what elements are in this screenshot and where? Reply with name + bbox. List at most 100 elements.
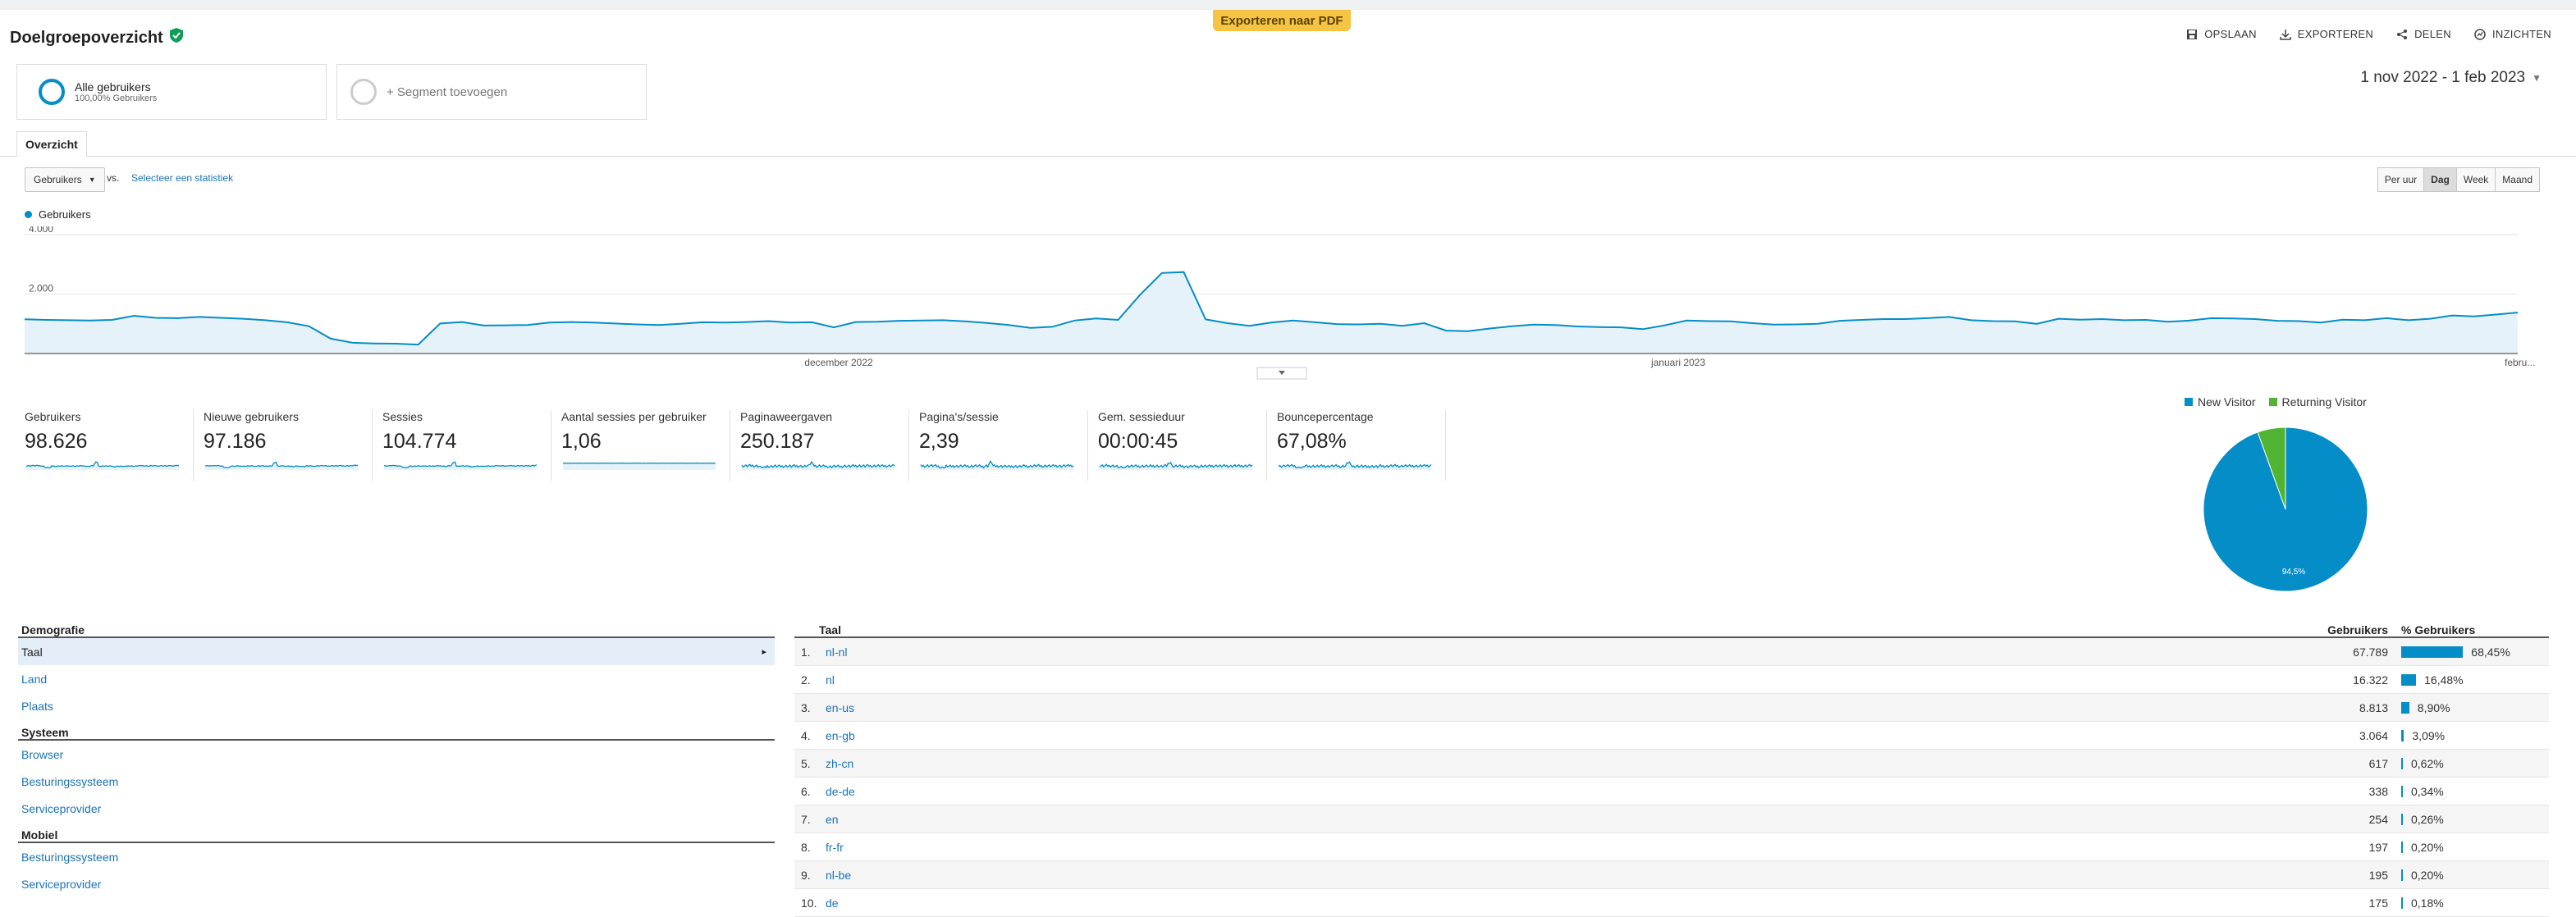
row-pct-text: 0,26% [2411, 812, 2444, 826]
sparkline [204, 461, 359, 470]
row-users: 8.813 [2359, 700, 2388, 714]
segment-name: Alle gebruikers [75, 80, 151, 94]
row-pct-bar [2401, 869, 2403, 881]
summary-metric[interactable]: Pagina's/sessie 2,39 [919, 410, 1088, 481]
sparkline-line [25, 461, 180, 468]
row-users: 67.789 [2353, 645, 2388, 659]
row-language-link[interactable]: nl-nl [826, 645, 848, 659]
empty-segment-ring-icon [350, 79, 377, 105]
date-range-picker[interactable]: 1 nov 2022 - 1 feb 2023 ▼ [2360, 69, 2542, 87]
pie-slice-returning-visitor[interactable] [2257, 427, 2286, 510]
row-rank: 4. [801, 728, 811, 742]
sparkline-line [204, 461, 359, 468]
table-header: Taal Gebruikers % Gebruikers [794, 617, 2549, 638]
chevron-right-icon: ▸ [762, 647, 766, 657]
period-month[interactable]: Maand [2495, 167, 2540, 192]
demographics-item[interactable]: Serviceprovider [18, 870, 775, 897]
users-line-chart: 4.000 2.000 december 2022 januari 2023 febru… [24, 226, 2535, 380]
sparkline-area [1279, 462, 1431, 470]
summary-metric[interactable]: Nieuwe gebruikers 97.186 [204, 410, 373, 481]
save-action[interactable]: OPSLAAN [2186, 28, 2257, 40]
sparkline [741, 460, 895, 470]
period-hourly[interactable]: Per uur [2377, 167, 2425, 192]
summary-metric[interactable]: Paginaweergaven 250.187 [740, 410, 909, 481]
row-pct-text: 0,20% [2411, 840, 2444, 854]
demographics-item[interactable]: Plaats [18, 692, 775, 719]
row-language-link[interactable]: en-gb [826, 728, 855, 742]
add-segment-button[interactable]: + Segment toevoegen [336, 64, 647, 120]
row-users: 197 [2368, 840, 2388, 854]
table-row: 10. de 175 0,18% [794, 889, 2549, 917]
row-language-link[interactable]: zh-cn [826, 756, 854, 770]
row-users: 175 [2368, 896, 2388, 910]
demographics-item-label: Besturingssysteem [21, 774, 119, 788]
sparkline-line [741, 460, 895, 469]
row-rank: 7. [801, 812, 811, 826]
row-users: 16.322 [2353, 673, 2388, 687]
sparkline-area [1100, 462, 1252, 470]
share-label: DELEN [2414, 28, 2451, 40]
sparkline [1278, 461, 1432, 470]
header-users[interactable]: Gebruikers [2327, 623, 2388, 636]
date-range-text: 1 nov 2022 - 1 feb 2023 [2360, 69, 2526, 86]
share-action[interactable]: DELEN [2396, 28, 2451, 40]
header-pct-users: % Gebruikers [2401, 623, 2476, 636]
insights-icon [2474, 28, 2486, 40]
metric-select[interactable]: Gebruikers ▼ [25, 167, 105, 192]
summary-metric[interactable]: Gebruikers 98.626 [25, 410, 194, 481]
insights-action[interactable]: INZICHTEN [2474, 28, 2551, 40]
select-statistic-link[interactable]: Selecteer een statistiek [131, 172, 234, 184]
tab-overview[interactable]: Overzicht [16, 131, 87, 157]
demographics-item[interactable]: Taal ▸ [18, 638, 775, 665]
row-language-link[interactable]: nl-be [826, 868, 852, 882]
summary-metric-value: 1,06 [561, 430, 602, 453]
pie-legend-new: New Visitor [2185, 395, 2256, 408]
row-pct-bar [2401, 646, 2464, 658]
summary-metric[interactable]: Gem. sessieduur 00:00:45 [1098, 410, 1267, 481]
summary-metric[interactable]: Sessies 104.774 [382, 410, 551, 481]
table-row: 9. nl-be 195 0,20% [794, 861, 2549, 889]
period-day[interactable]: Dag [2423, 167, 2457, 192]
summary-metric[interactable]: Aantal sessies per gebruiker 1,06 [561, 410, 730, 481]
sparkline-area [563, 463, 716, 470]
demographics-item[interactable]: Besturingssysteem [18, 768, 775, 795]
row-language-link[interactable]: fr-fr [826, 840, 844, 854]
language-table: Taal Gebruikers % Gebruikers 1. nl-nl 67.7… [794, 617, 2549, 917]
legend-label: Gebruikers [39, 208, 91, 221]
export-pdf-button[interactable]: Exporteren naar PDF [1213, 10, 1351, 31]
demographics-item[interactable]: Serviceprovider [18, 795, 775, 822]
demographics-nav: Demografie Taal ▸ Land Plaats Systeem Browser B… [18, 617, 775, 897]
summary-metric-label: Gem. sessieduur [1098, 410, 1185, 423]
summary-metric-label: Paginaweergaven [740, 410, 833, 423]
demographics-item[interactable]: Besturingssysteem [18, 843, 775, 870]
visitor-pie-chart: 94,5% [2203, 427, 2368, 592]
segment-sub: 100,00% Gebruikers [75, 94, 158, 103]
export-action[interactable]: EXPORTEREN [2280, 28, 2373, 40]
period-week[interactable]: Week [2455, 167, 2496, 192]
summary-metric-value: 00:00:45 [1098, 430, 1178, 453]
sparkline [25, 461, 180, 470]
demographics-item[interactable]: Browser [18, 741, 775, 768]
segment-ring-icon [39, 79, 65, 105]
verified-shield-icon [169, 28, 183, 48]
table-body: 1. nl-nl 67.789 68,45% 2. nl 16.322 16,48% 3. en-… [794, 638, 2549, 917]
row-users: 338 [2368, 784, 2388, 798]
summary-metric[interactable]: Bouncepercentage 67,08% [1277, 410, 1446, 481]
summary-metric-label: Aantal sessies per gebruiker [561, 410, 707, 423]
row-language-link[interactable]: en [826, 812, 839, 826]
row-language-link[interactable]: de-de [826, 784, 855, 798]
row-pct-text: 0,62% [2411, 756, 2444, 770]
row-language-link[interactable]: de [826, 896, 839, 910]
row-pct-bar [2401, 841, 2403, 853]
demographics-item[interactable]: Land [18, 665, 775, 692]
sparkline-line [383, 461, 538, 468]
row-language-link[interactable]: en-us [826, 700, 855, 714]
summary-metric-label: Bouncepercentage [1277, 410, 1374, 423]
row-pct-bar [2401, 896, 2403, 909]
segment-all-users[interactable]: Alle gebruikers 100,00% Gebruikers [16, 64, 327, 120]
row-language-link[interactable]: nl [826, 673, 835, 687]
demographics-item-label: Serviceprovider [21, 877, 102, 891]
row-pct-text: 68,45% [2471, 645, 2510, 659]
demographics-item-label: Browser [21, 747, 64, 761]
summary-metric-label: Nieuwe gebruikers [204, 410, 299, 423]
